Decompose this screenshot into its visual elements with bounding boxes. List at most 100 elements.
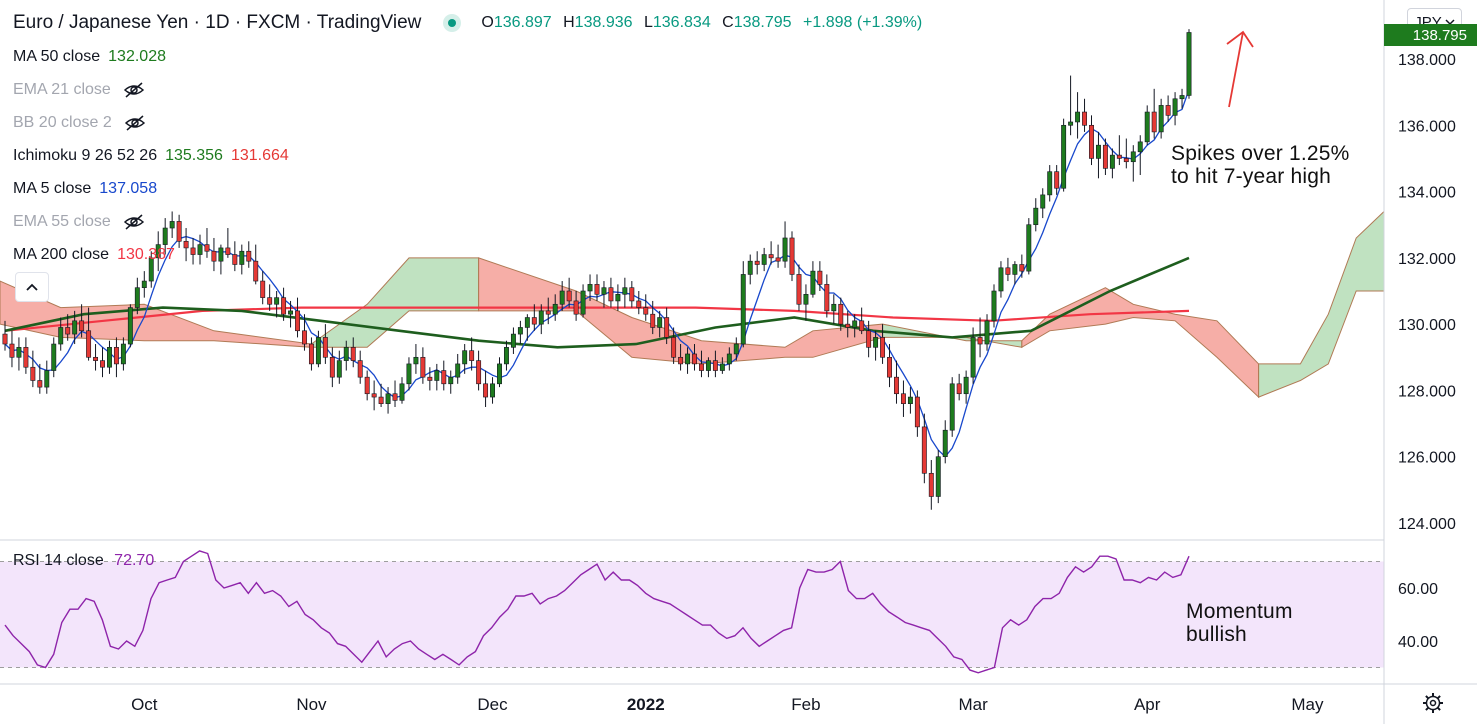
candle [636, 300, 642, 308]
candle [761, 254, 767, 265]
spike-annotation: Spikes over 1.25% to hit 7-year high [1171, 142, 1350, 188]
legend-ma50[interactable]: MA 50 close 132.028 [13, 48, 166, 65]
candle [1012, 264, 1018, 275]
candle [260, 280, 266, 298]
candle [86, 330, 92, 358]
candle [469, 350, 475, 361]
legend-ema21[interactable]: EMA 21 close [13, 73, 289, 106]
candle [900, 393, 906, 404]
candle [30, 366, 36, 381]
time-tick-label: Apr [1134, 695, 1161, 714]
price-tick-label: 136.000 [1398, 118, 1456, 135]
candle [295, 310, 300, 332]
price-tick-label: 126.000 [1398, 450, 1456, 467]
candle [44, 370, 50, 388]
candle [141, 280, 147, 288]
candle [817, 270, 823, 285]
eye-hidden-icon[interactable] [123, 213, 145, 230]
time-tick-label: Nov [296, 695, 327, 714]
price-tick-label: 132.000 [1398, 251, 1456, 268]
candle [782, 237, 788, 262]
candle [406, 363, 412, 385]
legend-bb20[interactable]: BB 20 close 2 [13, 106, 289, 139]
candle [490, 383, 495, 398]
candle [1033, 207, 1039, 226]
candle [726, 353, 732, 365]
candle [573, 300, 579, 315]
candle [190, 247, 196, 255]
candle [72, 320, 78, 335]
candle [329, 356, 335, 378]
candle [392, 393, 398, 401]
time-tick-label: May [1291, 695, 1324, 714]
legend-ma5[interactable]: MA 5 close 137.058 [13, 180, 158, 197]
candle [134, 287, 140, 308]
candle [824, 284, 830, 312]
candle [322, 337, 328, 358]
candle [921, 426, 927, 474]
candle [51, 343, 57, 371]
candle [949, 383, 955, 431]
candle [1165, 105, 1171, 116]
candle [1047, 171, 1053, 196]
candle [887, 356, 892, 378]
collapse-legend-button[interactable] [15, 272, 49, 302]
rsi-legend[interactable]: RSI 14 close 72.70 [13, 552, 155, 569]
candle [315, 337, 321, 365]
candle [1082, 111, 1087, 126]
candle [601, 287, 607, 295]
candle [288, 310, 294, 315]
candle [671, 337, 677, 358]
candle [866, 330, 872, 348]
candle [253, 260, 259, 282]
candle [566, 290, 572, 302]
legend-ma200[interactable]: MA 200 close 130.387 [13, 246, 175, 263]
candle [1089, 124, 1094, 159]
eye-hidden-icon[interactable] [123, 81, 145, 98]
price-tick-label: 124.000 [1398, 516, 1456, 533]
candle [23, 347, 29, 368]
candle [1109, 154, 1115, 169]
candle [852, 320, 858, 328]
candle [664, 317, 670, 338]
candle [510, 333, 516, 348]
candle [176, 221, 182, 242]
candle [963, 376, 969, 395]
ma50-line [4, 256, 1190, 349]
candle [1054, 171, 1060, 189]
cloud-segment [882, 323, 1023, 348]
price-tick-label: 130.000 [1398, 317, 1456, 334]
candle [503, 347, 509, 365]
candle [183, 240, 189, 249]
candle [622, 287, 628, 295]
legend-ema55[interactable]: EMA 55 close [13, 205, 289, 238]
candle [113, 347, 119, 365]
candle [754, 260, 760, 265]
legend-ichimoku[interactable]: Ichimoku 9 26 52 26 135.356 131.664 [13, 147, 289, 164]
candle [1040, 194, 1046, 209]
settings-gear-icon[interactable] [1422, 692, 1444, 714]
candle [1137, 141, 1143, 153]
candle [524, 317, 530, 328]
candle [740, 274, 746, 345]
cloud-segment [310, 257, 480, 348]
candle [448, 376, 454, 385]
eye-hidden-icon[interactable] [124, 114, 146, 131]
candle [1026, 224, 1032, 272]
open-key: O [481, 14, 494, 31]
candle [768, 254, 774, 259]
candle [58, 327, 64, 345]
candle [796, 274, 802, 305]
candle [608, 287, 614, 302]
candle [204, 244, 210, 252]
candle [594, 284, 600, 295]
candle [239, 250, 245, 265]
candle [246, 250, 252, 262]
candle [343, 347, 349, 361]
candle [1130, 151, 1136, 163]
candle [107, 347, 112, 368]
candle [476, 360, 482, 385]
chevron-up-icon [26, 283, 38, 291]
symbol-title[interactable]: Euro / Japanese Yen · 1D · FXCM · Tradin… [13, 12, 422, 33]
